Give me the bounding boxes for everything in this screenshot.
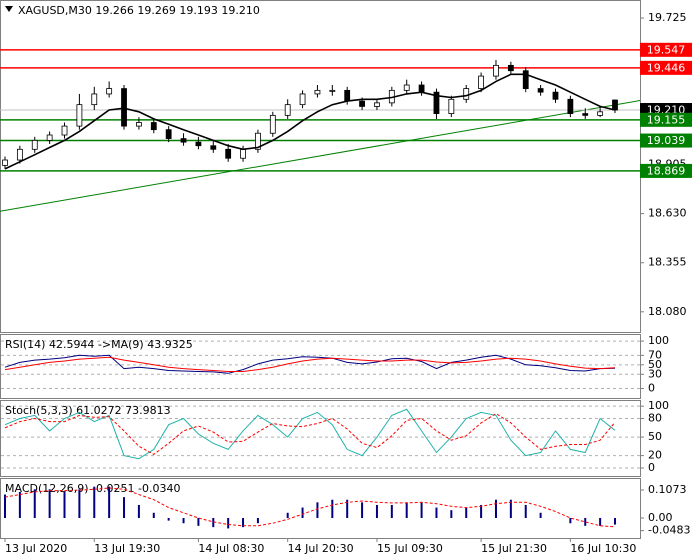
x-tick-label: 16 Jul 10:30 [570,542,636,555]
level-label-box [640,60,692,75]
panel-title: XAGUSD,M30 19.266 19.269 19.193 19.210 [18,4,260,17]
candle-body [567,98,574,114]
level-label: 19.446 [647,61,686,74]
candle-body [210,145,217,150]
level-label-box [640,112,692,127]
candle-body [537,88,544,93]
x-tick-label: 13 Jul 19:30 [94,542,160,555]
y-tick-label: 100 [648,334,669,347]
candle-body [478,75,484,89]
y-tick-label: 0.00 [648,511,673,524]
macd-panel [0,478,641,539]
level-label: 18.869 [647,164,686,177]
candle-body [552,91,559,100]
candle-body [612,99,618,111]
candle-body [225,148,232,159]
candle-body [165,129,172,139]
y-tick-label: 100 [648,399,669,412]
y-tick-label: 50 [648,358,662,371]
y-tick-label: 19.725 [648,11,687,24]
y-tick-label: 50 [648,430,662,443]
candle-body [582,113,589,116]
candle-body [121,88,127,127]
stoch-panel [0,400,641,477]
candle-body [255,132,261,150]
candle-body [180,138,187,143]
indicator-line [4,408,616,460]
y-tick-label: 18.080 [648,305,687,318]
candle-body [106,88,113,95]
candle-body [448,98,455,114]
y-tick-label: 0.1073 [648,483,687,496]
candle-body [76,104,83,127]
candle-body [507,64,514,72]
candle-body [433,91,440,114]
candle-body [359,100,365,107]
x-tick-label: 15 Jul 09:30 [377,542,443,555]
y-tick-label: -0.0483 [648,524,690,537]
candle-body [284,104,291,116]
candle-body [91,93,98,106]
y-tick-label: 0 [648,382,655,395]
indicator-line [4,356,616,372]
rsi-panel [0,334,641,399]
candle-body [314,89,321,95]
indicator-line [4,354,616,374]
y-tick-label: 20 [648,449,662,462]
level-label-box [640,133,692,148]
candle-body [493,64,499,77]
x-tick-label: 14 Jul 08:30 [198,542,264,555]
candle-body [597,111,604,116]
candle-body [299,93,306,106]
indicator-line [4,73,616,170]
level-label-box [640,163,692,178]
candle-body [403,84,410,91]
y-tick-label: 70 [648,348,662,361]
candle-body [269,114,276,134]
y-tick-label: 0 [648,461,655,474]
symbol-icon [5,6,13,12]
candle-body [16,148,23,161]
x-tick-label: 13 Jul 2020 [5,542,67,555]
candle-body [344,89,351,102]
candle-body [374,102,380,107]
candle-body [150,122,157,131]
candle-body [195,141,202,147]
candle-body [522,70,529,89]
y-tick-label: 18.355 [648,256,687,269]
trendline [0,100,641,212]
level-label: 19.039 [647,134,686,147]
candle-body [61,125,68,136]
indicator-line [4,487,616,528]
candle-body [418,84,425,93]
y-tick-label: 18.630 [648,207,687,220]
level-label-box [640,42,692,57]
x-tick-label: 15 Jul 21:30 [481,542,547,555]
candle-body [46,134,53,141]
level-label: 19.547 [647,43,686,56]
x-tick-label: 14 Jul 20:30 [288,542,354,555]
y-tick-label: 80 [648,412,662,425]
candle-body [31,139,38,150]
panel-title: Stoch(5,3,3) 61.0272 73.9813 [5,404,171,417]
panel-title: RSI(14) 42.5944 ->MA(9) 43.9325 [5,338,193,351]
indicator-line [4,413,616,455]
candle-body [240,148,246,159]
panel-title: MACD(12,26,9) -0.0251 -0.0340 [5,482,180,495]
candle-body [329,89,336,92]
candle-body [2,159,8,166]
candle-body [463,88,470,100]
level-label: 19.155 [647,113,686,126]
y-tick-label: 30 [648,367,662,380]
candle-body [136,122,142,127]
